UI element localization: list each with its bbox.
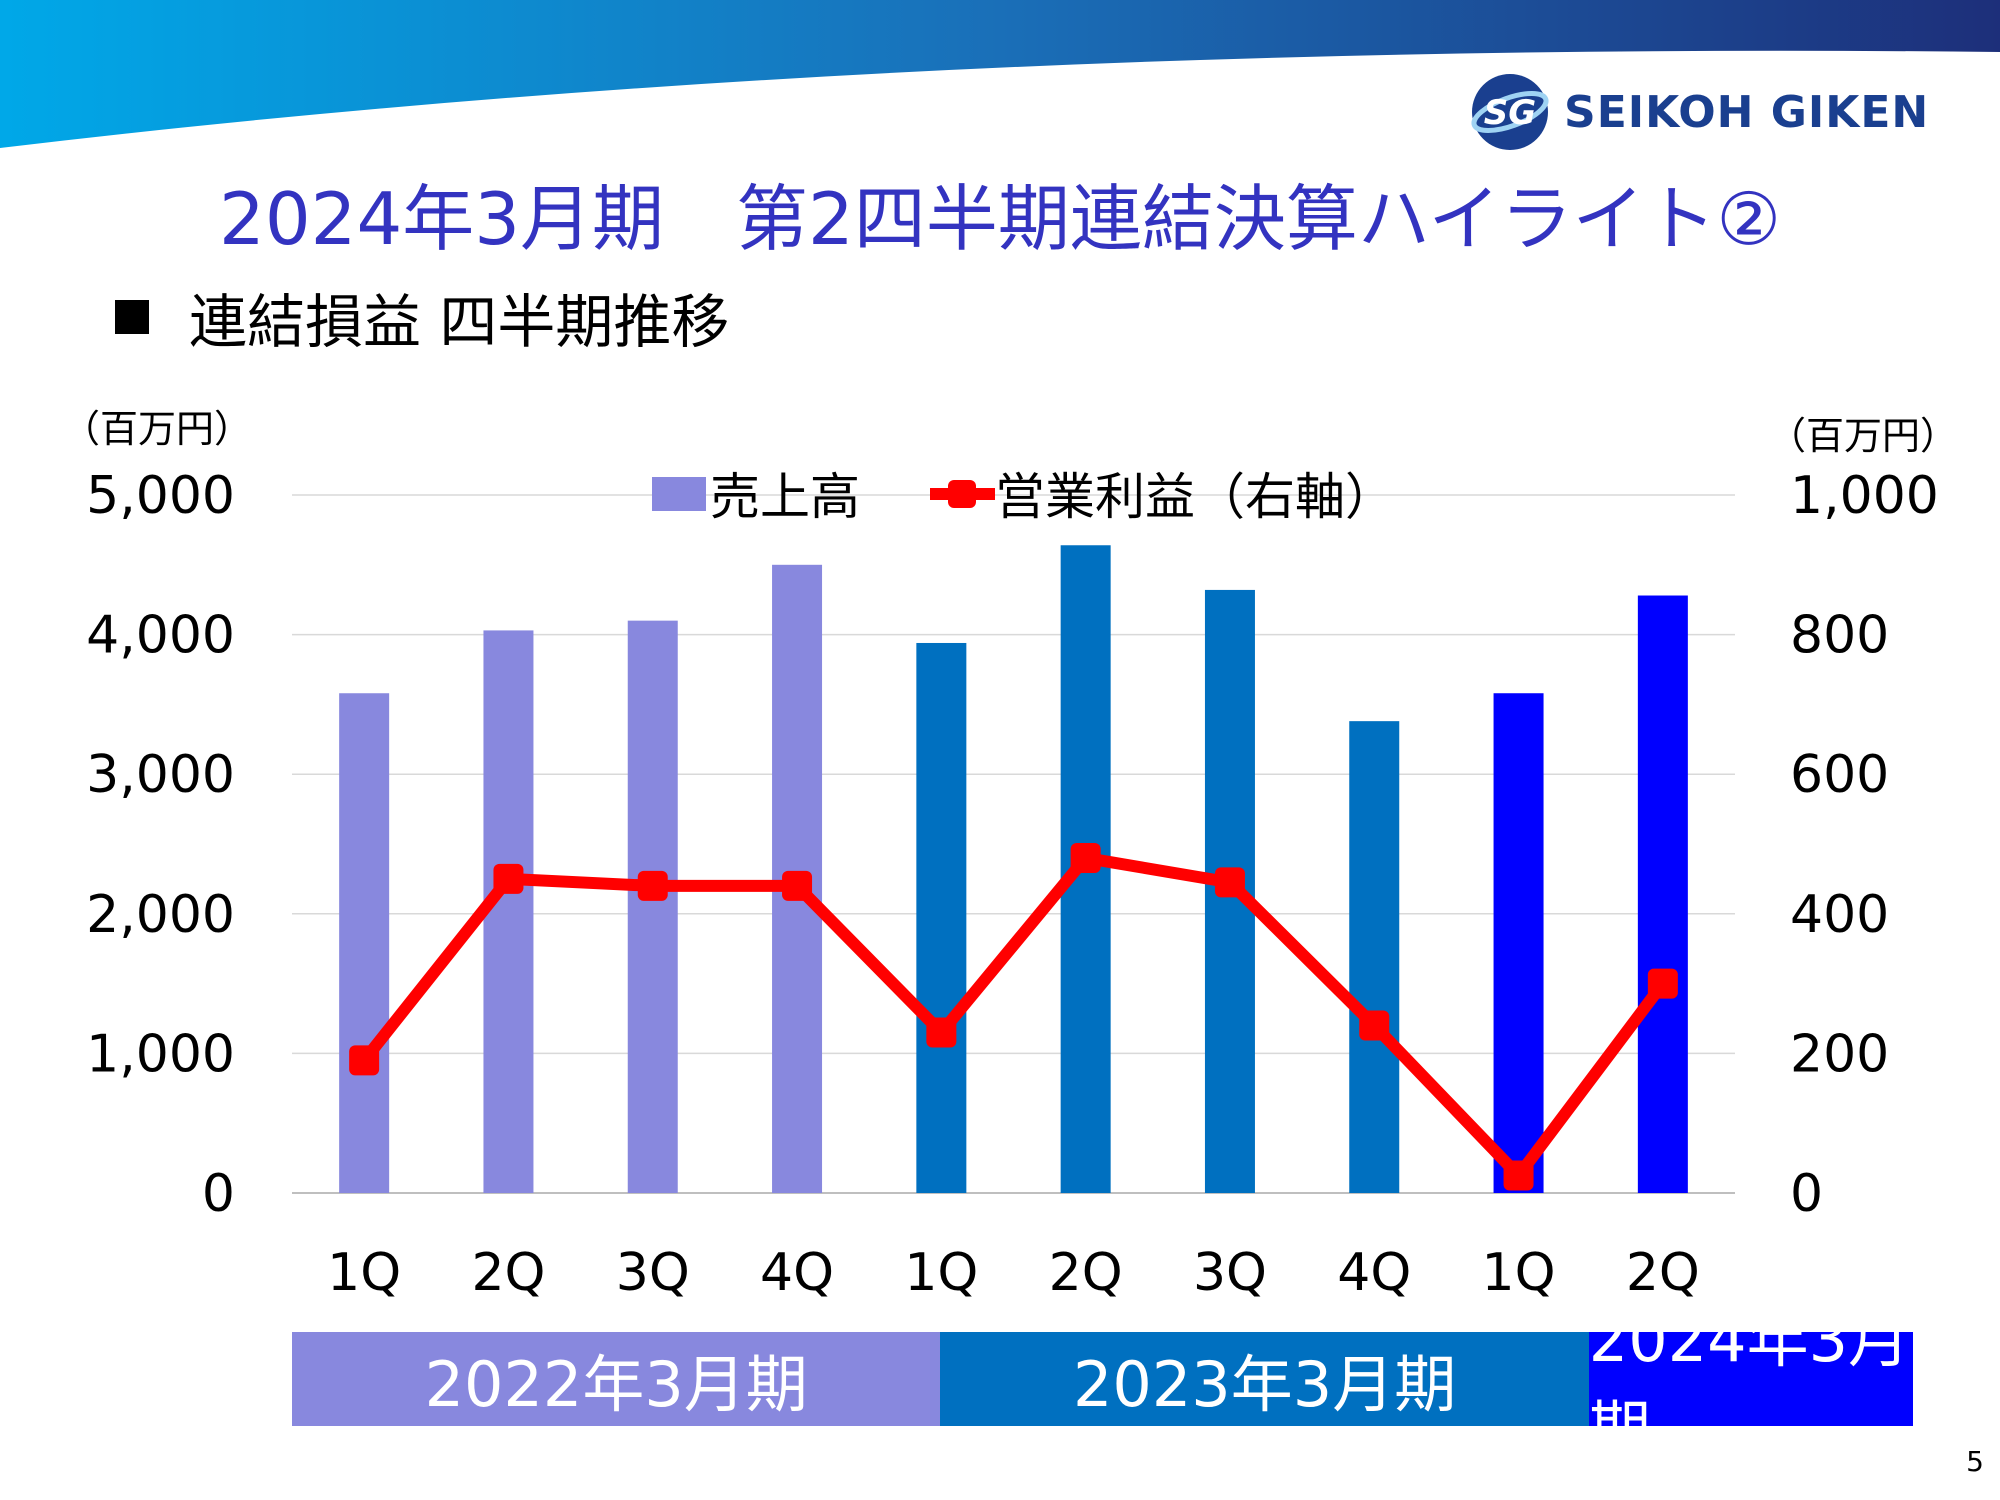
company-logo: SG SEIKOH GIKEN xyxy=(1470,72,1929,152)
right-y-axis: 0 200 400 600 800 1,000 xyxy=(1790,466,1939,1224)
left-axis-tick-label: 3,000 xyxy=(86,745,235,805)
left-axis-tick-label: 2,000 xyxy=(86,885,235,945)
operating-profit-point xyxy=(926,1017,957,1048)
revenue-bars xyxy=(339,545,1688,1193)
operating-profit-line xyxy=(349,842,1678,1191)
legend-line-marker xyxy=(948,480,976,508)
header-banner xyxy=(0,0,2000,148)
legend-revenue-label: 売上高 xyxy=(710,468,860,526)
operating-profit-point xyxy=(637,870,668,901)
revenue-bar xyxy=(1637,595,1688,1193)
fiscal-period-label: 2022年3月期 xyxy=(292,1332,941,1426)
page-title: 2024年3月期 第2四半期連結決算ハイライト② xyxy=(219,177,1781,261)
left-y-axis: 0 1,000 2,000 3,000 4,000 5,000 xyxy=(86,466,235,1224)
x-axis-categories: 1Q 2Q 3Q 4Q 1Q 2Q 3Q 4Q 1Q 2Q xyxy=(327,1243,1700,1303)
left-axis-tick-label: 1,000 xyxy=(86,1024,235,1084)
fiscal-period-label: 2023年3月期 xyxy=(940,1332,1589,1426)
revenue-bar xyxy=(916,642,967,1193)
revenue-bar xyxy=(1349,721,1400,1193)
square-bullet-icon xyxy=(115,300,149,334)
left-axis-tick-label: 0 xyxy=(202,1164,235,1224)
operating-profit-point xyxy=(782,870,813,901)
x-axis-category-label: 1Q xyxy=(904,1243,978,1303)
x-axis-category-label: 4Q xyxy=(1337,1243,1411,1303)
right-axis-tick-label: 800 xyxy=(1790,606,1889,666)
operating-profit-point xyxy=(1070,842,1101,873)
fiscal-period-label: 2024年3月期 xyxy=(1588,1303,1913,1466)
operating-profit-point xyxy=(349,1045,380,1076)
operating-profit-point xyxy=(1359,1010,1390,1041)
chart-legend: 売上高 営業利益（右軸） xyxy=(652,468,1395,526)
sg-logo-icon: SG xyxy=(1471,74,1549,150)
legend-bar-swatch xyxy=(652,477,706,511)
operating-profit-series-line xyxy=(359,851,1668,1182)
operating-profit-point xyxy=(1647,968,1678,999)
operating-profit-point xyxy=(493,863,524,894)
section-heading: 連結損益 四半期推移 xyxy=(115,275,729,359)
revenue-bar xyxy=(339,693,390,1193)
logo-mark-text: SG xyxy=(1484,93,1536,133)
x-axis-category-label: 1Q xyxy=(1482,1243,1556,1303)
right-axis-tick-label: 200 xyxy=(1790,1024,1889,1084)
right-axis-tick-label: 400 xyxy=(1790,885,1889,945)
x-axis-category-label: 2Q xyxy=(471,1243,545,1303)
revenue-bar xyxy=(1493,693,1544,1193)
x-axis-category-label: 2Q xyxy=(1049,1243,1123,1303)
operating-profit-point xyxy=(1503,1160,1534,1191)
x-axis-category-label: 1Q xyxy=(327,1243,401,1303)
right-axis-unit: （百万円） xyxy=(1768,414,1959,458)
revenue-bar xyxy=(483,630,534,1193)
company-name: SEIKOH GIKEN xyxy=(1564,86,1930,138)
section-heading-text: 連結損益 四半期推移 xyxy=(189,288,730,356)
x-axis-category-label: 2Q xyxy=(1626,1243,1700,1303)
operating-profit-point xyxy=(1214,867,1245,898)
right-axis-tick-label: 0 xyxy=(1790,1164,1823,1224)
x-axis-category-label: 4Q xyxy=(760,1243,834,1303)
x-axis-category-label: 3Q xyxy=(1193,1243,1267,1303)
left-axis-unit: （百万円） xyxy=(62,407,253,451)
right-axis-tick-label: 600 xyxy=(1790,745,1889,805)
left-axis-tick-label: 4,000 xyxy=(86,606,235,666)
right-axis-tick-label: 1,000 xyxy=(1790,466,1939,526)
legend-profit-label: 営業利益（右軸） xyxy=(995,468,1395,526)
left-axis-tick-label: 5,000 xyxy=(86,466,235,526)
page-number: 5 xyxy=(1966,1445,1984,1478)
x-axis-category-label: 3Q xyxy=(616,1243,690,1303)
revenue-bar xyxy=(627,620,678,1193)
